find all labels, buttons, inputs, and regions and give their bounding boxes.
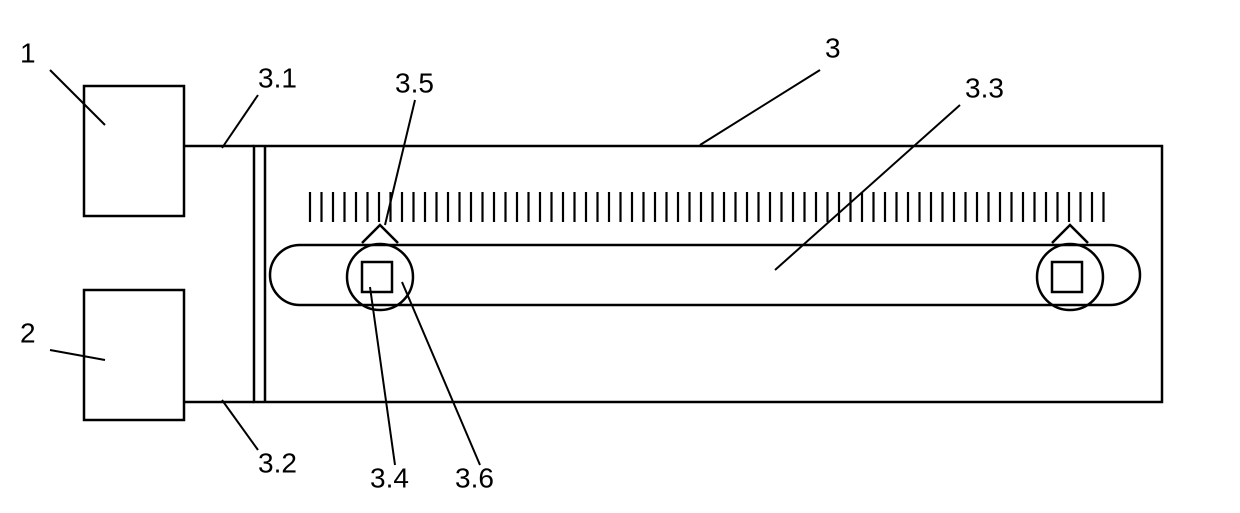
tick-scale — [310, 192, 1104, 222]
slider-pointer-left — [347, 225, 413, 310]
slider-pointer-right — [1037, 225, 1103, 310]
label-3-4: 3.4 — [370, 287, 409, 493]
label-3-6: 3.6 — [402, 282, 494, 493]
label-3-2: 3.2 — [222, 400, 297, 478]
label-3: 3 — [700, 32, 841, 145]
label-3-3: 3.3 — [775, 72, 1004, 270]
label-3-6-text: 3.6 — [455, 462, 494, 493]
label-3-4-text: 3.4 — [370, 462, 409, 493]
label-3-5-text: 3.5 — [395, 67, 434, 98]
slider-slot — [270, 245, 1140, 305]
technical-diagram: 1 2 3 3.1 3.2 3.3 3.4 3.5 3.6 — [0, 0, 1240, 513]
label-1-text: 1 — [20, 37, 36, 68]
label-3-3-text: 3.3 — [965, 72, 1004, 103]
main-body — [254, 146, 1162, 402]
block-1 — [84, 86, 184, 216]
label-3-1: 3.1 — [222, 62, 297, 148]
label-2-text: 2 — [20, 317, 36, 348]
label-1: 1 — [20, 37, 105, 125]
label-2: 2 — [20, 317, 105, 360]
block-2 — [84, 290, 184, 420]
label-3-text: 3 — [825, 32, 841, 63]
label-3-2-text: 3.2 — [258, 447, 297, 478]
label-3-1-text: 3.1 — [258, 62, 297, 93]
